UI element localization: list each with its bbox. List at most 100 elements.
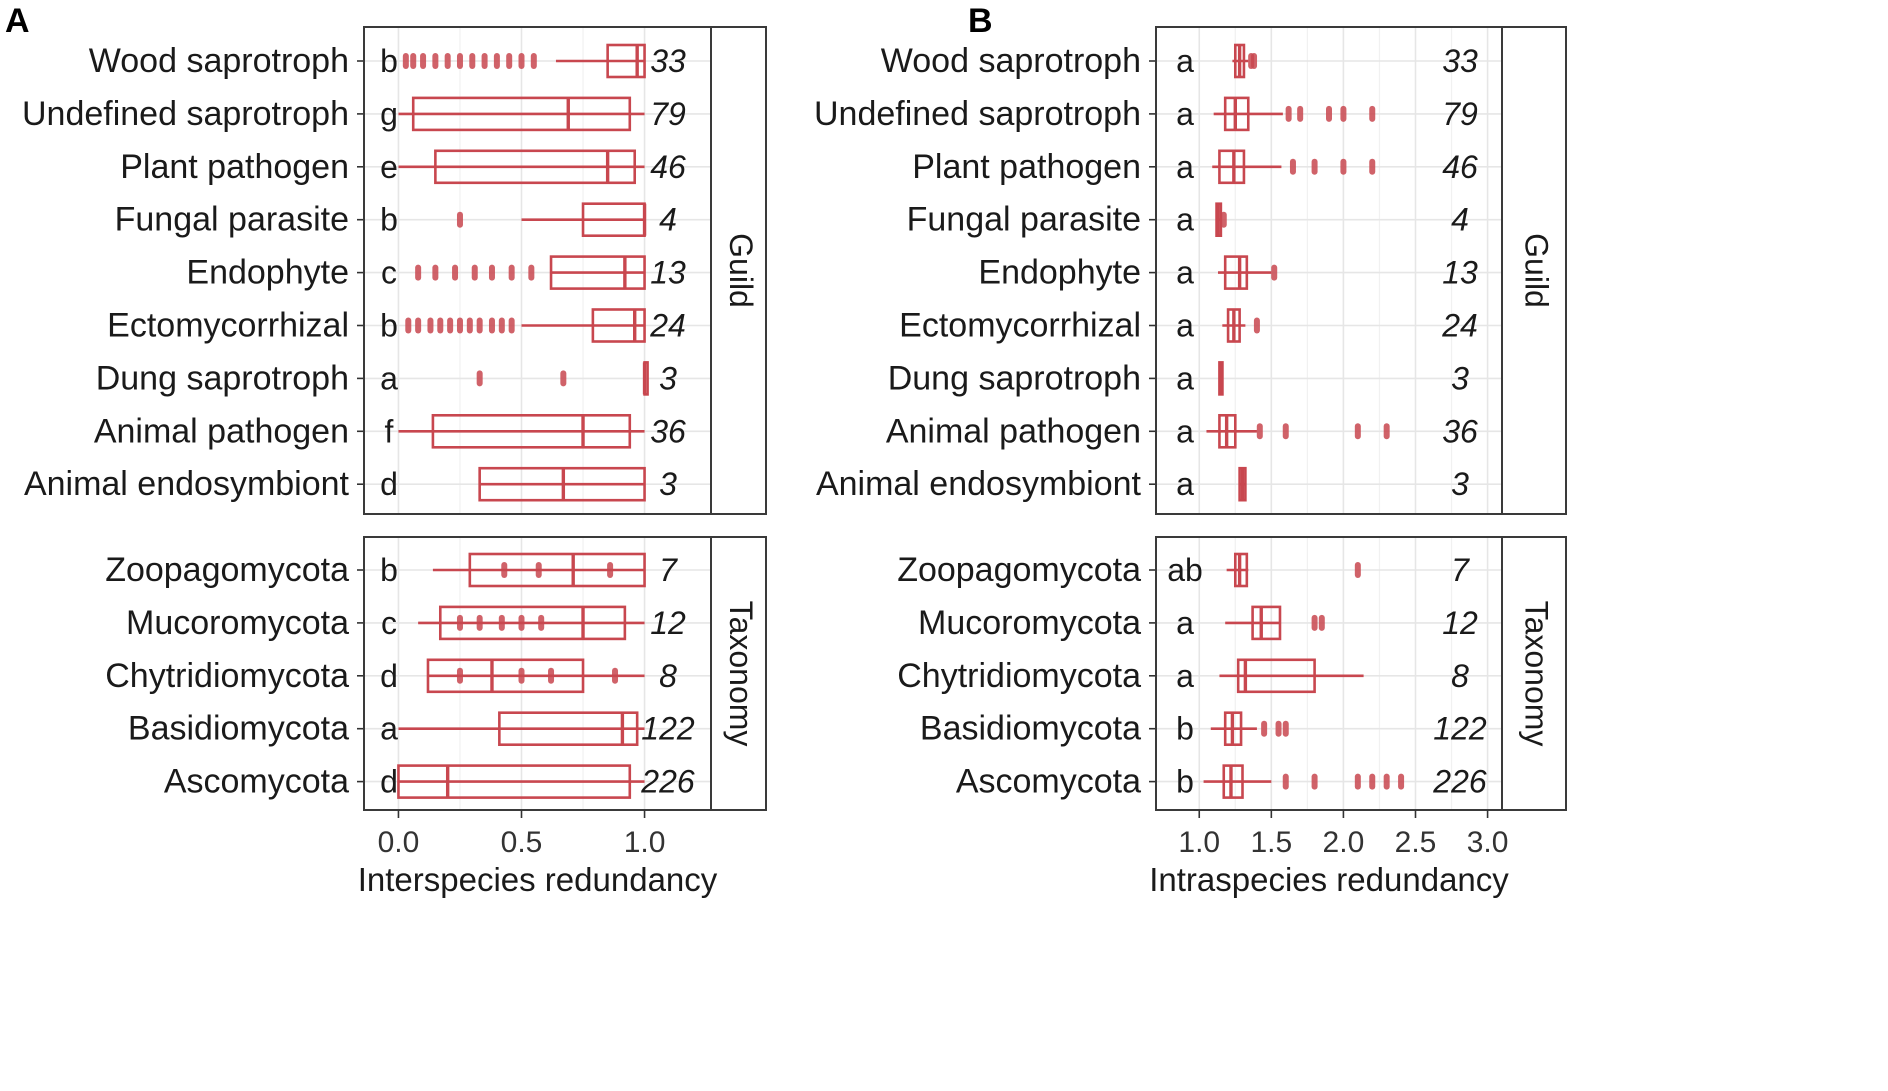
group-letter: d [380,764,398,800]
box-row-mucoromycota: Mucoromycota a 12 [918,604,1478,642]
outlier-point [452,264,459,281]
box-row-basidiomycota: Basidiomycota a 122 [128,710,695,748]
box-row-undefined-saprotroph: Undefined saprotroph g 79 [22,95,686,133]
box [1251,605,1282,641]
count-label: 3 [1451,466,1469,502]
category-label: Ascomycota [956,763,1141,801]
outlier-point [1354,773,1361,790]
category-label: Fungal parasite [115,201,349,239]
box [438,605,627,641]
box-row-chytridiomycota: Chytridiomycota a 8 [897,657,1469,695]
count-label: 7 [1451,552,1470,588]
count-label: 226 [1432,764,1487,800]
box [468,552,646,588]
box [606,43,646,79]
x-axis-title: Interspecies redundancy [358,861,718,898]
outlier-point [1369,773,1376,790]
count-label: 79 [650,96,686,132]
x-tick-label: 1.5 [1250,826,1292,859]
outlier-point [432,264,439,281]
box [426,658,585,694]
outlier-point [481,53,488,69]
outlier-point [1383,423,1390,440]
box [591,308,646,343]
category-label: Chytridiomycota [105,657,349,695]
box-row-plant-pathogen: Plant pathogen a 46 [912,148,1478,186]
facet-strip-label: Guild [723,233,759,308]
group-letter: b [380,202,398,238]
outlier-point [471,264,478,281]
category-label: Zoopagomycota [105,551,349,589]
box [431,413,632,449]
box-row-endophyte: Endophyte c 13 [186,254,686,292]
count-label: 8 [1451,658,1469,694]
box [1223,255,1249,290]
box-row-ascomycota: Ascomycota d 226 [164,763,695,801]
group-letter: e [380,149,398,185]
count-label: 122 [641,711,695,747]
group-letter: a [380,360,398,396]
category-label: Basidiomycota [920,710,1141,748]
category-label: Plant pathogen [912,148,1141,186]
count-label: 36 [650,413,686,449]
outlier-point [518,53,525,69]
x-tick-label: 3.0 [1467,826,1509,859]
facet-strip [710,536,767,811]
count-label: 13 [1442,255,1478,291]
box-row-animal-pathogen: Animal pathogen a 36 [886,412,1478,450]
category-label: Dung saprotroph [888,359,1141,397]
outlier-point [476,317,483,334]
outlier-point [498,317,505,334]
box-row-endophyte: Endophyte a 13 [978,254,1478,292]
box-row-plant-pathogen: Plant pathogen e 46 [120,148,686,186]
category-label: Ascomycota [164,763,349,801]
box-row-mucoromycota: Mucoromycota c 12 [126,604,686,642]
category-label: Animal pathogen [886,412,1141,450]
count-label: 3 [1451,360,1469,396]
count-label: 4 [659,202,677,238]
category-label: Mucoromycota [126,604,349,642]
outlier-point [405,317,412,334]
box-row-animal-endosymbiont: Animal endosymbiont a 3 [816,465,1469,503]
outlier-point [508,264,515,281]
outlier-point [1256,423,1263,440]
outlier-point [1297,105,1304,122]
count-label: 3 [659,360,677,396]
group-letter: ab [1167,552,1203,588]
outlier-point [1271,264,1278,281]
category-label: Plant pathogen [120,148,349,186]
outlier-point [1285,105,1292,122]
count-label: 46 [650,149,686,185]
outlier-point [437,317,444,334]
outlier-point [1318,614,1325,631]
outlier-point [1340,105,1347,122]
box-row-zoopagomycota: Zoopagomycota b 7 [105,551,678,589]
outlier-point [1311,773,1318,790]
box-row-animal-pathogen: Animal pathogen f 36 [94,412,686,450]
x-tick-label: 1.0 [624,826,666,859]
box-row-dung-saprotroph: Dung saprotroph a 3 [888,359,1469,397]
box [549,255,646,290]
group-letter: b [380,43,398,79]
group-letter: a [380,711,398,747]
outlier-point [1383,773,1390,790]
box-row-basidiomycota: Basidiomycota b 122 [920,710,1487,748]
box-row-dung-saprotroph: Dung saprotroph a 3 [96,359,677,397]
count-label: 33 [650,43,686,79]
category-label: Undefined saprotroph [814,95,1141,133]
outlier-point [1354,562,1361,578]
facet-taxonomy: Zoopagomycota b 7 Mucoromycota c 12 Chytridiom… [105,536,767,811]
group-letter: d [380,658,398,694]
group-letter: a [1176,605,1194,641]
category-label: Ectomycorrhizal [899,307,1141,345]
facet-strip-label: Taxonomy [1519,601,1555,747]
group-letter: b [380,552,398,588]
group-letter: a [1176,466,1194,502]
outlier-point [1340,158,1347,175]
outlier-point [1311,158,1318,175]
count-label: 12 [1442,605,1478,641]
outlier-point [1261,720,1268,737]
count-label: 226 [640,764,695,800]
